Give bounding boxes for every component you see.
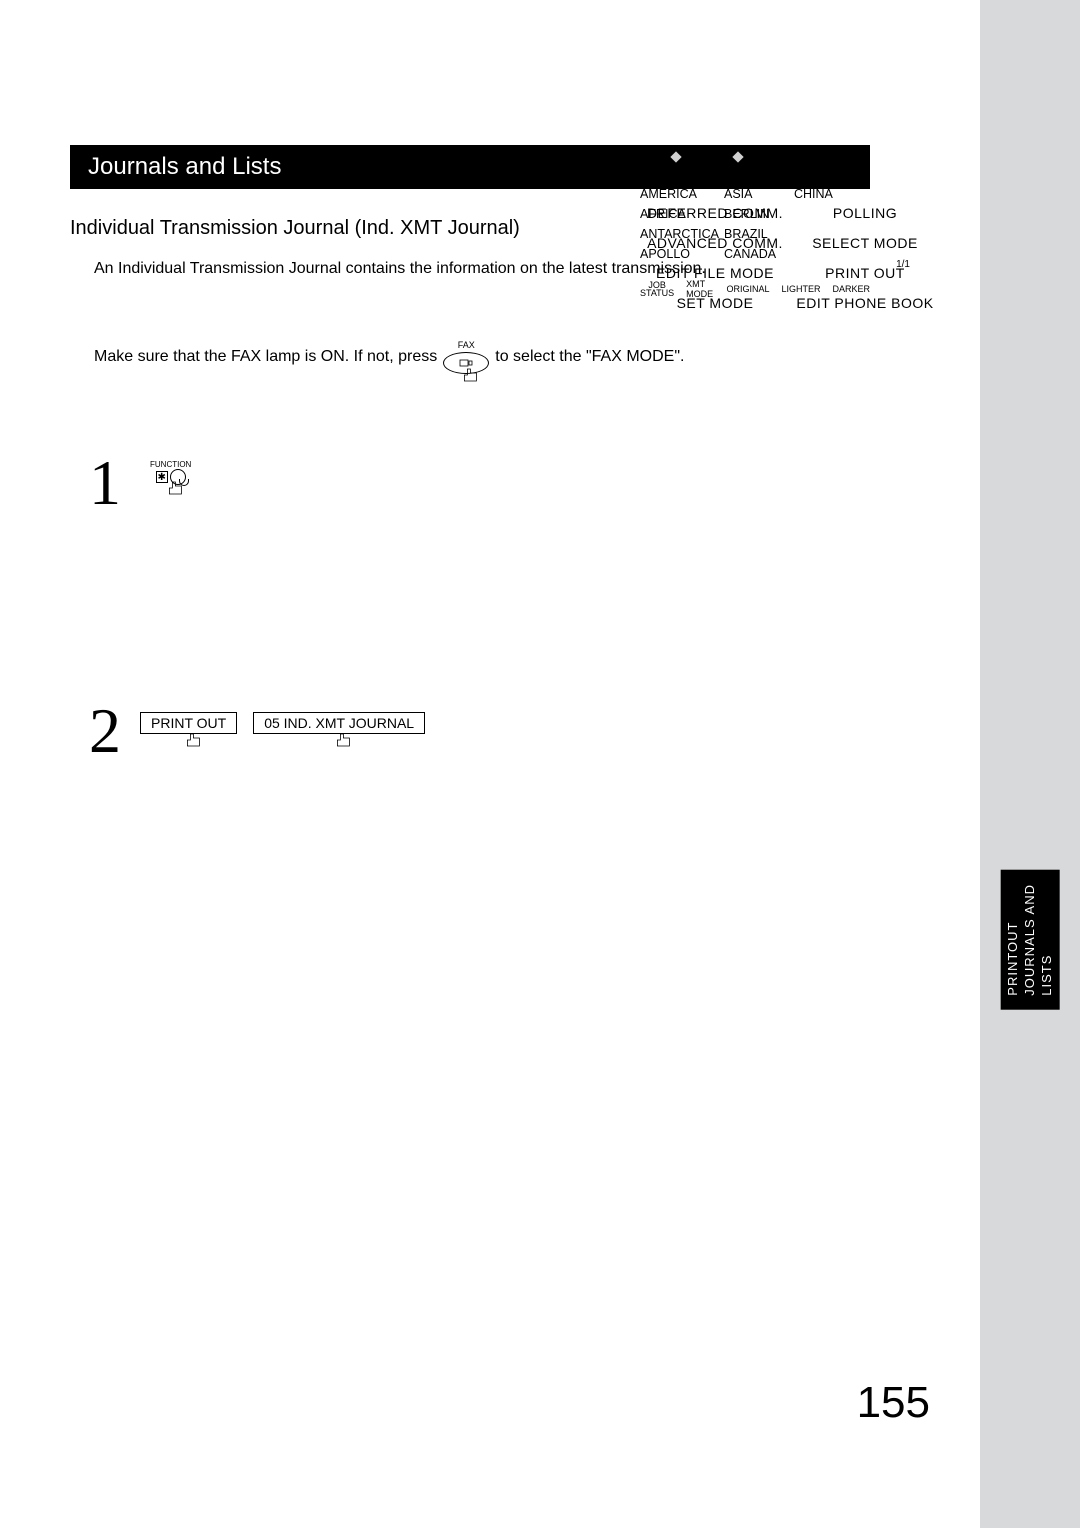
contact-item: AFRICA (640, 207, 722, 221)
function-button: FUNCTION ✱ (150, 460, 191, 485)
function-label: FUNCTION (150, 460, 191, 469)
side-tab-line2: JOURNALS AND (1022, 884, 1037, 996)
status-item: DARKER (832, 284, 870, 294)
asterisk-icon: ✱ (156, 471, 168, 483)
contact-grid: AMERICA ASIA CHINA AFRICA BERLIN ANTARCT… (640, 187, 870, 261)
fax-button-icon: FAX (443, 340, 489, 374)
contact-item: BERLIN (724, 207, 792, 221)
page-content: Journals and Lists Individual Transmissi… (70, 145, 870, 760)
step-1-number: 1 (70, 454, 140, 512)
section-title: Journals and Lists (88, 153, 281, 180)
job-status-label: JOB STATUS (640, 281, 674, 297)
status-item: XMT MODE (686, 279, 714, 299)
status-item: ORIGINAL (726, 284, 769, 294)
diamond-indicator-row (672, 153, 870, 161)
step-2-number: 2 (70, 702, 140, 760)
step-2-display-panel: AMERICA ASIA CHINA AFRICA BERLIN ANTARCT… (640, 153, 870, 299)
diamond-icon (670, 151, 681, 162)
ind-xmt-journal-button: 05 IND. XMT JOURNAL (253, 712, 425, 734)
step-2-row: 2 PRINT OUT 05 IND. XMT JOURNAL (70, 702, 870, 760)
contact-item: AMERICA (640, 187, 722, 201)
contact-grid-wrapper: AMERICA ASIA CHINA AFRICA BERLIN ANTARCT… (640, 187, 870, 261)
fax-label: FAX (458, 340, 475, 350)
side-tab-line1: PRINTOUT (1005, 921, 1020, 995)
status-label: STATUS (640, 289, 674, 297)
status-item: LIGHTER (781, 284, 820, 294)
contact-item (794, 227, 862, 241)
fax-instruction-row: Make sure that the FAX lamp is ON. If no… (94, 340, 870, 374)
press-finger-icon (167, 480, 185, 501)
status-bar: JOB STATUS XMT MODE ORIGINAL LIGHTER DAR… (640, 279, 870, 299)
step-1-content: FUNCTION ✱ (150, 454, 191, 485)
instruction-prefix: Make sure that the FAX lamp is ON. If no… (94, 348, 437, 366)
print-out-button: PRINT OUT (140, 712, 237, 734)
step-1-row: 1 FUNCTION ✱ DEFERRED COMM. POLLING ADVA (70, 454, 870, 512)
ind-xmt-journal-label: 05 IND. XMT JOURNAL (264, 715, 414, 731)
contact-item: BRAZIL (724, 227, 792, 241)
page-number: 155 (857, 1378, 930, 1428)
contact-item: ASIA (724, 187, 792, 201)
step-2-content: PRINT OUT 05 IND. XMT JOURNAL (140, 712, 425, 734)
press-finger-icon (336, 732, 354, 751)
contact-item: CANADA (724, 247, 792, 261)
right-margin-bar (980, 0, 1080, 1528)
contact-item: CHINA (794, 187, 862, 201)
press-finger-icon (185, 732, 203, 751)
contact-item: ANTARCTICA (640, 227, 722, 241)
press-finger-icon (463, 367, 481, 388)
instruction-suffix: to select the "FAX MODE". (495, 348, 684, 366)
side-tab-line3: LISTS (1039, 955, 1054, 996)
diamond-icon (732, 151, 743, 162)
contact-item (794, 247, 862, 261)
contact-item (794, 207, 862, 221)
contact-item: APOLLO (640, 247, 722, 261)
print-out-label: PRINT OUT (151, 715, 226, 731)
page-indicator: 1/1 (896, 259, 910, 270)
side-tab: PRINTOUT JOURNALS AND LISTS (1001, 870, 1060, 1010)
